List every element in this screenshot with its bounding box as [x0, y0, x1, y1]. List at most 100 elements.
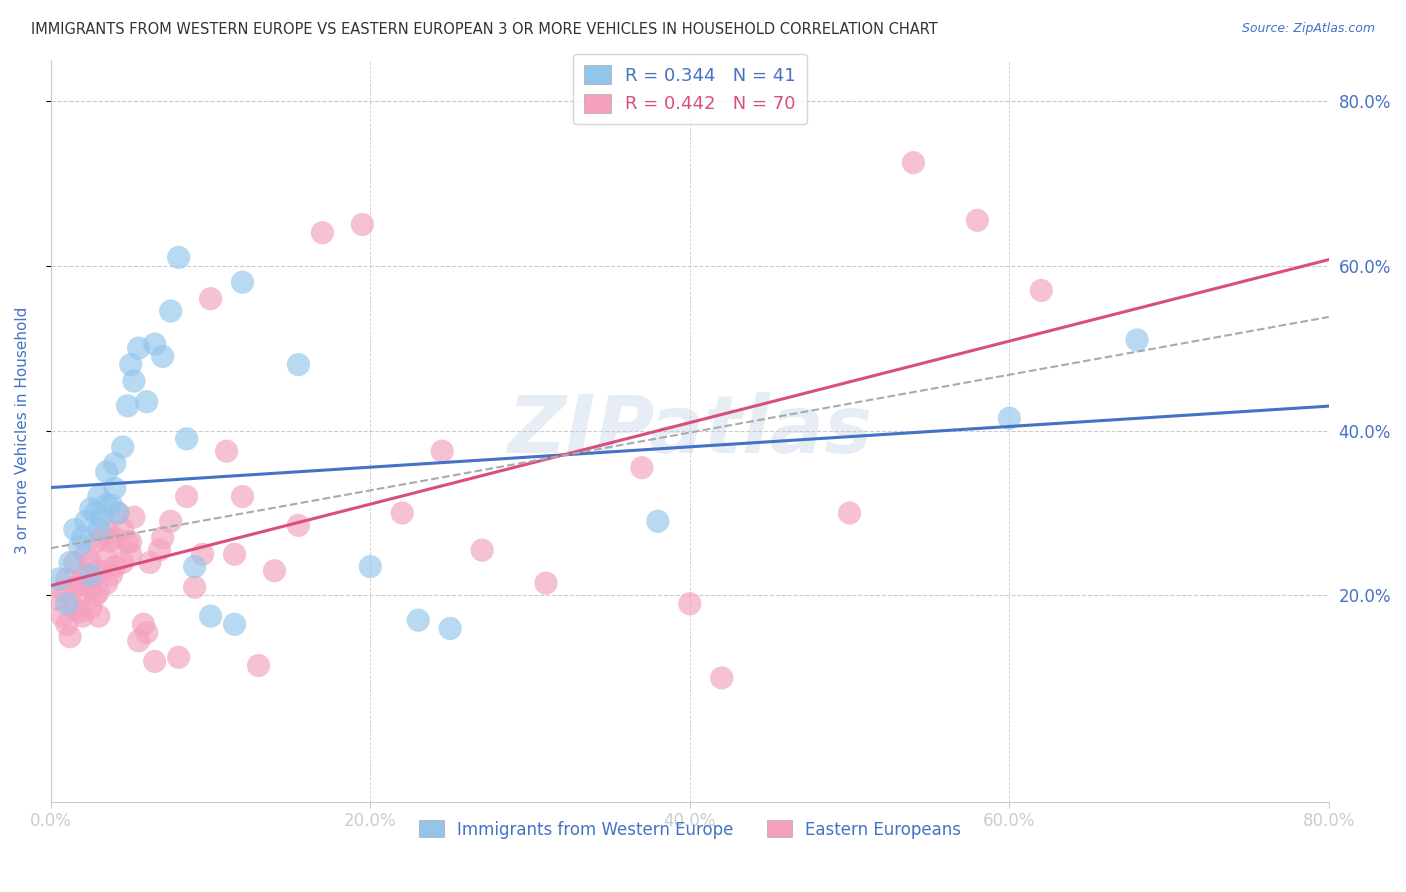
- Text: IMMIGRANTS FROM WESTERN EUROPE VS EASTERN EUROPEAN 3 OR MORE VEHICLES IN HOUSEHO: IMMIGRANTS FROM WESTERN EUROPE VS EASTER…: [31, 22, 938, 37]
- Point: [647, 514, 669, 528]
- Point: [135, 394, 157, 409]
- Point: [152, 531, 174, 545]
- Point: [75, 547, 97, 561]
- Legend: Immigrants from Western Europe, Eastern Europeans: Immigrants from Western Europe, Eastern …: [412, 814, 967, 846]
- Point: [631, 460, 654, 475]
- Point: [231, 490, 253, 504]
- Point: [352, 218, 374, 232]
- Point: [176, 490, 198, 504]
- Point: [167, 650, 190, 665]
- Point: [159, 514, 181, 528]
- Point: [96, 465, 118, 479]
- Point: [72, 531, 94, 545]
- Point: [183, 559, 205, 574]
- Point: [100, 567, 122, 582]
- Point: [152, 350, 174, 364]
- Point: [231, 275, 253, 289]
- Point: [122, 374, 145, 388]
- Text: ZIPatlas: ZIPatlas: [508, 392, 872, 469]
- Point: [69, 576, 91, 591]
- Point: [96, 523, 118, 537]
- Point: [80, 556, 103, 570]
- Point: [471, 543, 494, 558]
- Point: [287, 518, 309, 533]
- Point: [87, 564, 110, 578]
- Point: [96, 576, 118, 591]
- Point: [80, 580, 103, 594]
- Point: [200, 292, 222, 306]
- Point: [96, 551, 118, 566]
- Point: [117, 534, 139, 549]
- Point: [120, 547, 142, 561]
- Point: [679, 597, 702, 611]
- Point: [838, 506, 860, 520]
- Point: [1126, 333, 1149, 347]
- Point: [56, 572, 79, 586]
- Point: [247, 658, 270, 673]
- Point: [143, 655, 166, 669]
- Point: [263, 564, 285, 578]
- Point: [111, 556, 134, 570]
- Point: [111, 440, 134, 454]
- Point: [84, 589, 107, 603]
- Point: [87, 584, 110, 599]
- Point: [104, 531, 127, 545]
- Point: [91, 510, 114, 524]
- Point: [998, 411, 1021, 425]
- Point: [287, 358, 309, 372]
- Point: [903, 155, 925, 169]
- Point: [200, 609, 222, 624]
- Point: [224, 617, 246, 632]
- Point: [534, 576, 557, 591]
- Point: [84, 534, 107, 549]
- Point: [69, 605, 91, 619]
- Point: [87, 490, 110, 504]
- Point: [311, 226, 333, 240]
- Point: [128, 633, 150, 648]
- Point: [56, 617, 79, 632]
- Point: [191, 547, 214, 561]
- Point: [51, 609, 73, 624]
- Point: [107, 506, 129, 520]
- Point: [87, 609, 110, 624]
- Point: [69, 539, 91, 553]
- Point: [104, 457, 127, 471]
- Point: [215, 444, 238, 458]
- Point: [128, 341, 150, 355]
- Point: [100, 534, 122, 549]
- Point: [48, 592, 70, 607]
- Point: [159, 304, 181, 318]
- Point: [63, 556, 86, 570]
- Point: [59, 630, 82, 644]
- Point: [224, 547, 246, 561]
- Point: [132, 617, 155, 632]
- Y-axis label: 3 or more Vehicles in Household: 3 or more Vehicles in Household: [15, 307, 30, 554]
- Point: [183, 580, 205, 594]
- Text: Source: ZipAtlas.com: Source: ZipAtlas.com: [1241, 22, 1375, 36]
- Point: [117, 399, 139, 413]
- Point: [59, 556, 82, 570]
- Point: [104, 559, 127, 574]
- Point: [176, 432, 198, 446]
- Point: [63, 523, 86, 537]
- Point: [120, 358, 142, 372]
- Point: [72, 589, 94, 603]
- Point: [80, 502, 103, 516]
- Point: [75, 567, 97, 582]
- Point: [63, 600, 86, 615]
- Point: [80, 600, 103, 615]
- Point: [710, 671, 733, 685]
- Point: [91, 531, 114, 545]
- Point: [439, 622, 461, 636]
- Point: [56, 597, 79, 611]
- Point: [52, 584, 75, 599]
- Point: [432, 444, 454, 458]
- Point: [80, 567, 103, 582]
- Point: [391, 506, 413, 520]
- Point: [135, 625, 157, 640]
- Point: [48, 572, 70, 586]
- Point: [100, 498, 122, 512]
- Point: [406, 613, 429, 627]
- Point: [120, 534, 142, 549]
- Point: [1031, 284, 1053, 298]
